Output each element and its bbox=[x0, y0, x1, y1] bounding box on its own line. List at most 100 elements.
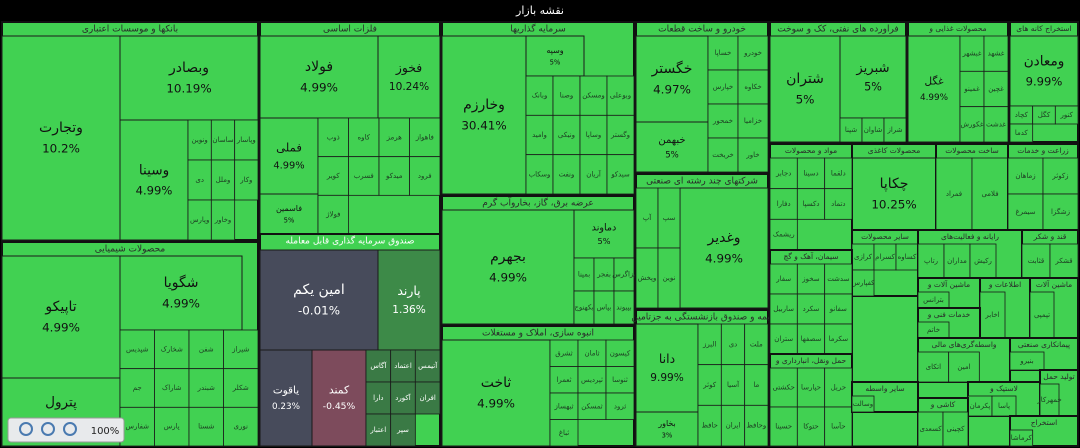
tile-value: 4.99% bbox=[920, 93, 948, 103]
sector-name: محصولات غذایی و bbox=[928, 24, 986, 33]
minor-name: هرمز bbox=[386, 133, 402, 141]
minor-name: مداران bbox=[947, 257, 967, 265]
minor-name: تپمپی bbox=[1034, 311, 1050, 319]
sector-name: قند و شکر bbox=[1033, 232, 1067, 241]
tile-name: غگل bbox=[924, 75, 944, 88]
minor-name: قثابت bbox=[1028, 257, 1044, 265]
minor-name: حریل bbox=[831, 384, 846, 392]
sector-name: فلزات اساسی bbox=[323, 25, 377, 35]
sector-name: رایانه و فعالیت‌های bbox=[941, 232, 999, 241]
tile bbox=[119, 35, 259, 121]
minor-name: آگاس bbox=[370, 361, 387, 370]
minor-name: کساوه bbox=[898, 253, 917, 261]
minor-tile bbox=[348, 156, 380, 196]
tile bbox=[1009, 35, 1079, 107]
minor-tile bbox=[935, 157, 973, 231]
tile bbox=[377, 35, 441, 119]
minor-name: کدما bbox=[1015, 129, 1029, 137]
minor-name: سپ bbox=[663, 214, 676, 222]
minor-name: البرز bbox=[702, 340, 716, 348]
minor-name: خمهرکار bbox=[1036, 396, 1061, 404]
zoom-in[interactable] bbox=[19, 422, 33, 436]
minor-name: فرود bbox=[418, 172, 432, 180]
tile-name: ثاخت bbox=[481, 375, 512, 391]
minor-name: ونفت bbox=[559, 170, 575, 178]
minor-name: ثشرق bbox=[555, 349, 573, 357]
tile bbox=[635, 323, 699, 413]
tile-value: 1.36% bbox=[392, 304, 425, 316]
minor-tile bbox=[948, 351, 980, 383]
minor-name: بنیرو bbox=[1019, 357, 1033, 365]
minor-name: دجابر bbox=[775, 169, 791, 177]
minor-name: سفانو bbox=[829, 305, 847, 313]
minor-name: ثپردیس bbox=[581, 376, 603, 384]
minor-tile bbox=[223, 406, 259, 447]
minor-name: زشگزا bbox=[1051, 207, 1070, 216]
minor-tile bbox=[317, 117, 349, 158]
tile-name: شگویا bbox=[164, 274, 199, 291]
minor-name: ایران bbox=[726, 422, 741, 430]
minor-name: شپنا bbox=[845, 126, 857, 134]
minor-name: وکار bbox=[239, 176, 252, 184]
tile-name: وسینا bbox=[139, 162, 169, 178]
minor-tile bbox=[549, 392, 579, 420]
minor-tile bbox=[613, 290, 635, 325]
minor-name: فسرب bbox=[354, 172, 374, 180]
tile-name: کمند bbox=[329, 383, 350, 396]
tile-value: 4.99% bbox=[489, 271, 527, 285]
minor-name: ساربیل bbox=[773, 305, 794, 313]
minor-tile bbox=[606, 114, 635, 156]
tile bbox=[851, 157, 937, 231]
tile-value: -0.45% bbox=[323, 401, 356, 412]
minor-name: دفارا bbox=[777, 200, 791, 208]
tile-value: 5% bbox=[665, 151, 679, 161]
sector-name: بانکها و موسسات اعتباری bbox=[82, 25, 178, 35]
minor-tile bbox=[579, 154, 608, 195]
minor-name: وخاور bbox=[214, 216, 232, 224]
tile-name: تاپیکو bbox=[44, 299, 76, 315]
zoom-box bbox=[7, 417, 125, 443]
tile bbox=[1, 255, 121, 379]
sector-name: خودرو و ساخت قطعات bbox=[658, 25, 746, 35]
minor-tile bbox=[824, 188, 853, 220]
minor-tile bbox=[657, 247, 681, 309]
sector-name: زراعت و خدمات bbox=[1017, 146, 1069, 155]
minor-tile bbox=[409, 156, 441, 196]
minor-tile bbox=[983, 35, 1009, 72]
minor-name: ثباغ bbox=[559, 429, 569, 437]
minor-name: سصفها bbox=[801, 335, 822, 343]
tile-name: فملی bbox=[276, 140, 302, 154]
minor-name: دی bbox=[729, 340, 738, 348]
sector-name: سرمایه گذاریها bbox=[510, 23, 566, 35]
minor-tile bbox=[707, 137, 739, 173]
minor-name: دلقما bbox=[831, 169, 846, 177]
minor-name: ثنوسا bbox=[612, 376, 628, 384]
minor-tile bbox=[769, 323, 798, 355]
zoom-reset[interactable] bbox=[63, 422, 77, 436]
minor-name: غکورش bbox=[960, 120, 983, 128]
minor-tile bbox=[390, 413, 416, 447]
minor-tile bbox=[942, 411, 969, 447]
minor-name: ونوین bbox=[192, 136, 208, 144]
minor-tile bbox=[577, 392, 607, 420]
minor-tile bbox=[796, 188, 826, 220]
minor-tile bbox=[1009, 123, 1034, 143]
tile-value: 5% bbox=[284, 216, 295, 224]
tile-value: 4.97% bbox=[653, 83, 691, 97]
minor-tile bbox=[1007, 157, 1044, 195]
tile-value: 4.99% bbox=[705, 252, 743, 266]
minor-name: شپدیس bbox=[126, 345, 149, 353]
minor-tile bbox=[769, 188, 798, 220]
sector-name: پیمانکاری صنعتی bbox=[1018, 340, 1070, 349]
zoom-out[interactable] bbox=[41, 422, 55, 436]
tile bbox=[573, 209, 635, 259]
minor-name: آریان bbox=[586, 169, 602, 178]
tile-value: 10.19% bbox=[166, 82, 211, 96]
minor-name: شفن bbox=[199, 345, 214, 353]
minor-name: شخارک bbox=[161, 345, 183, 353]
sector-name: شرکتهای چند رشته ای صنعتی bbox=[646, 177, 758, 187]
minor-name: بپاس bbox=[597, 304, 612, 312]
minor-name: شراز bbox=[886, 126, 902, 134]
